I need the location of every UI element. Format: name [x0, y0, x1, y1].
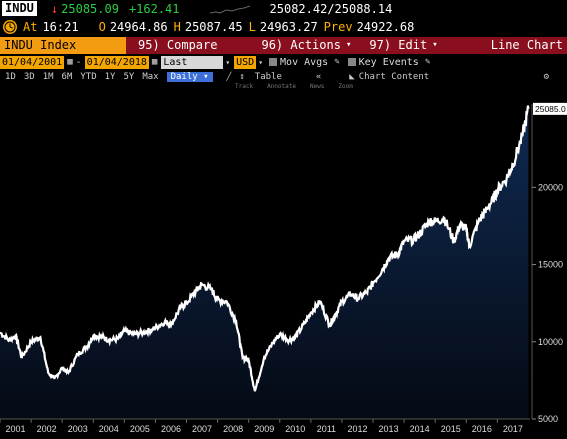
ohlc-row: At 16:21 O 24964.86 H 25087.45 L 24963.2…: [0, 17, 567, 36]
low-label: L: [248, 19, 256, 34]
period-1d[interactable]: 1D: [5, 71, 16, 82]
key-events-checkbox[interactable]: [347, 58, 356, 66]
x-tick-label: 2017: [503, 424, 523, 434]
x-axis: 2001 2002 2003 2004 2005 2006 2007 2008 2009 2010…: [0, 418, 530, 434]
y-tick-label: 20000: [538, 182, 563, 192]
y-tick-label: 10000: [538, 337, 563, 347]
clock-icon: [3, 19, 17, 34]
end-date-field[interactable]: 01/04/2018: [84, 55, 149, 69]
area-fill: [0, 105, 529, 419]
quote-time: 16:21: [42, 19, 79, 34]
x-tick-label: 2001: [6, 424, 26, 434]
annotate-tool[interactable]: Annotate: [267, 83, 296, 90]
gear-icon[interactable]: ⚙: [543, 71, 549, 82]
start-date-field[interactable]: 01/04/2001: [0, 55, 65, 69]
period-3d[interactable]: 3D: [23, 71, 35, 82]
edit-menu[interactable]: 97) Edit: [369, 38, 428, 52]
x-tick-label: 2013: [379, 424, 399, 434]
tool-hints: Track Annotate News Zoom: [235, 83, 353, 90]
x-tick-label: 2007: [192, 424, 212, 434]
zoom-tool[interactable]: Zoom: [338, 83, 353, 90]
track-tool[interactable]: Track: [235, 83, 254, 90]
open-label: O: [98, 19, 106, 34]
x-tick-label: 2015: [441, 424, 461, 434]
x-tick-label: 2016: [472, 424, 492, 434]
frequency-select[interactable]: Daily ▾: [166, 71, 213, 82]
x-tick-label: 2009: [254, 424, 274, 434]
key-events-label[interactable]: Key Events: [358, 56, 419, 68]
currency-select[interactable]: USD: [234, 55, 257, 69]
bid-ask: 25082.42/25088.14: [269, 1, 393, 16]
prev-value: 24922.68: [356, 19, 415, 34]
x-tick-label: 2014: [410, 424, 430, 434]
ticker-symbol[interactable]: INDU: [2, 1, 37, 16]
news-tool[interactable]: News: [309, 83, 325, 90]
mov-avgs-checkbox[interactable]: [269, 58, 278, 66]
table-button[interactable]: Table: [254, 71, 282, 82]
date-separator: -: [75, 56, 82, 68]
chevron-down-icon[interactable]: ▾: [258, 57, 264, 67]
high-value: 25087.45: [184, 19, 243, 34]
high-label: H: [173, 19, 181, 34]
x-tick-label: 2002: [37, 424, 57, 434]
menu-bar: INDU Index 95) Compare 96) Actions ▾ 97)…: [0, 37, 567, 54]
x-tick-label: 2005: [130, 424, 150, 434]
price-field-select[interactable]: Last Price: [161, 55, 224, 81]
chart-content-button[interactable]: Chart Content: [358, 71, 430, 82]
open-value: 24964.86: [109, 19, 168, 34]
chevron-down-icon[interactable]: ▾: [432, 40, 438, 50]
calendar-icon[interactable]: ▦: [151, 57, 158, 67]
compare-menu[interactable]: 95) Compare: [138, 38, 218, 52]
last-value-box: [533, 102, 567, 115]
actions-menu[interactable]: 96) Actions: [261, 38, 341, 52]
frequency-label: Daily: [170, 71, 198, 82]
x-tick-label: 2006: [161, 424, 181, 434]
pencil-icon[interactable]: ✎: [334, 57, 340, 67]
calendar-icon[interactable]: ▦: [67, 57, 73, 67]
y-axis: 5000 10000 15000 20000 25085.0: [531, 102, 567, 424]
last-price: 25085.09: [61, 1, 119, 16]
quote-header: INDU ↓ 25085.09 +162.41 25082.42/25088.1…: [0, 0, 567, 17]
chevron-down-icon[interactable]: ▾: [345, 40, 352, 50]
chart-toolbar: 01/04/2001 ▦ - 01/04/2018 ▦ Last Price ▾…: [0, 55, 567, 81]
period-5y[interactable]: 5Y: [123, 71, 135, 82]
price-line: [0, 105, 530, 392]
cursor-icon[interactable]: ↕: [239, 71, 245, 82]
period-bar: 1D 3D 1M 6M YTD 1Y 5Y Max Daily ▾ ╱ ↕ Ta…: [0, 69, 567, 84]
period-1y[interactable]: 1Y: [104, 71, 116, 82]
y-tick-label: 5000: [538, 414, 558, 424]
price-chart[interactable]: 2001 2002 2003 2004 2005 2006 2007 2008 2009 2010…: [0, 84, 567, 439]
x-tick-label: 2010: [285, 424, 305, 434]
chevron-down-icon[interactable]: ▾: [225, 57, 231, 67]
x-tick-label: 2011: [317, 424, 336, 434]
last-value-label: 25085.0: [535, 104, 566, 114]
net-change: +162.41: [128, 1, 180, 16]
low-value: 24963.27: [259, 19, 318, 34]
pencil-icon[interactable]: ✎: [424, 57, 431, 67]
sparkline-icon: [209, 4, 250, 14]
x-tick-label: 2003: [68, 424, 88, 434]
period-ytd[interactable]: YTD: [80, 71, 97, 82]
x-tick-label: 2012: [347, 424, 367, 434]
collapse-icon[interactable]: «: [315, 71, 322, 82]
plot-area: [0, 105, 530, 419]
down-arrow-icon: ↓: [50, 1, 59, 16]
x-tick-label: 2008: [223, 424, 243, 434]
line-tool-icon[interactable]: ╱: [226, 72, 232, 81]
security-tab[interactable]: INDU Index: [0, 37, 126, 54]
prev-label: Prev: [323, 19, 353, 34]
at-label: At: [23, 19, 38, 34]
chart-content-icon[interactable]: ◣: [349, 71, 355, 82]
mov-avgs-label[interactable]: Mov Avgs: [280, 56, 329, 68]
x-tick-label: 2004: [99, 424, 119, 434]
period-max[interactable]: Max: [142, 71, 159, 82]
period-1m[interactable]: 1M: [42, 71, 54, 82]
period-6m[interactable]: 6M: [61, 71, 73, 82]
y-tick-label: 15000: [538, 260, 563, 270]
chart-type-label[interactable]: Line Chart: [490, 38, 563, 52]
